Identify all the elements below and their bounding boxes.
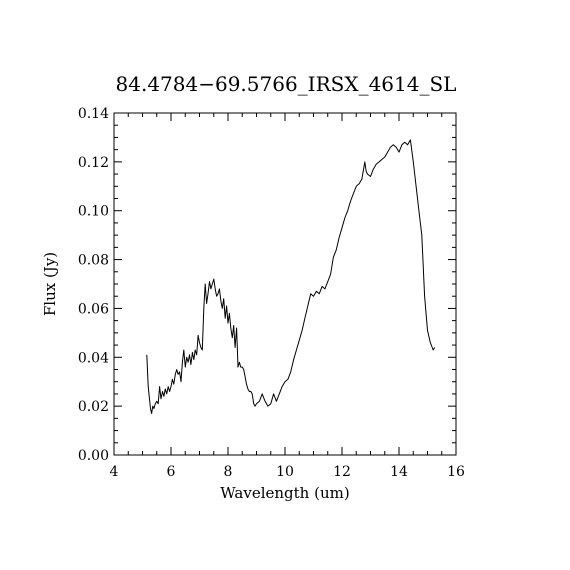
x-axis-label: Wavelength (um) xyxy=(220,484,349,502)
series-group xyxy=(146,139,436,414)
y-axis-ticks xyxy=(114,112,456,456)
x-tick-label: 10 xyxy=(276,464,294,480)
x-tick-label: 6 xyxy=(167,464,176,480)
y-axis-tick-labels: 0.00 0.02 0.04 0.06 0.08 0.10 0.12 0.14 xyxy=(78,106,109,464)
y-tick-label: 0.06 xyxy=(78,301,109,317)
y-tick-label: 0.00 xyxy=(78,448,109,464)
spectrum-line xyxy=(146,139,436,414)
y-tick-label: 0.14 xyxy=(78,106,109,122)
y-tick-label: 0.08 xyxy=(78,253,109,269)
x-axis-ticks xyxy=(113,113,457,455)
x-tick-label: 16 xyxy=(447,464,465,480)
x-tick-label: 8 xyxy=(224,464,233,480)
y-tick-label: 0.12 xyxy=(78,155,109,171)
x-axis-tick-labels: 4 6 8 10 12 14 16 xyxy=(110,464,465,480)
x-tick-label: 4 xyxy=(110,464,119,480)
y-tick-label: 0.04 xyxy=(78,350,109,366)
y-tick-label: 0.02 xyxy=(78,399,109,415)
chart-title: 84.4784−69.5766_IRSX_4614_SL xyxy=(116,72,457,96)
y-axis-label: Flux (Jy) xyxy=(41,252,59,316)
x-tick-label: 12 xyxy=(333,464,351,480)
x-tick-label: 14 xyxy=(390,464,408,480)
y-tick-label: 0.10 xyxy=(78,204,109,220)
